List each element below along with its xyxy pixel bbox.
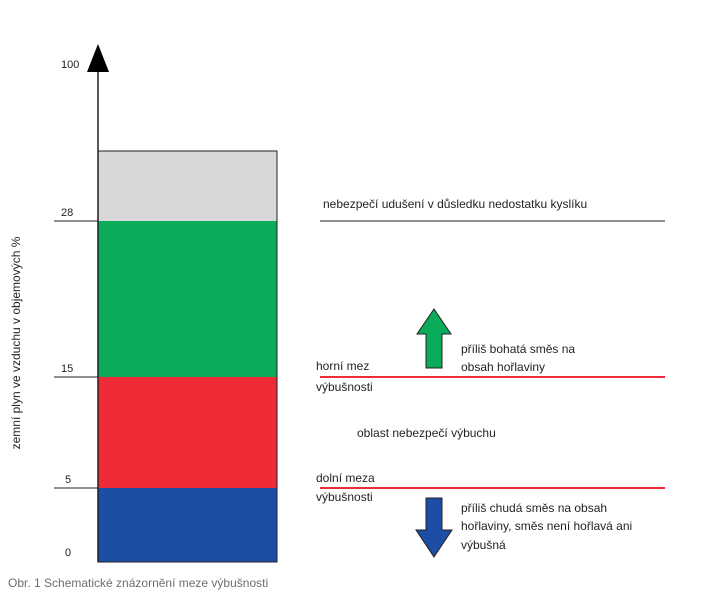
- zone-red: [98, 377, 277, 488]
- y-axis-arrow-icon: [87, 44, 109, 72]
- too-lean-text-3: výbušná: [461, 538, 506, 552]
- too-lean-text-1: příliš chudá směs na obsah: [461, 501, 607, 515]
- zone-blue: [98, 488, 277, 562]
- lower-limit-text-1: dolní meza: [316, 471, 375, 485]
- zone-green: [98, 221, 277, 377]
- arrow-up-icon: [416, 308, 452, 369]
- tick-label-15: 15: [61, 363, 73, 375]
- tick-label-0: 0: [65, 547, 71, 559]
- zone-gray: [98, 151, 277, 221]
- too-lean-text-2: hořlaviny, směs není hořlavá ani: [461, 519, 632, 533]
- suffocation-text: nebezpečí udušení v důsledku nedostatku …: [323, 197, 587, 211]
- tick-label-5: 5: [65, 474, 71, 486]
- upper-limit-text-1: horní mez: [316, 359, 369, 373]
- arrow-down-icon: [415, 497, 453, 558]
- tick-label-100: 100: [61, 59, 79, 71]
- explosion-zone-text: oblast nebezpečí výbuchu: [357, 426, 496, 440]
- upper-limit-text-2: výbušnosti: [316, 380, 373, 394]
- figure-caption: Obr. 1 Schematické znázornění meze výbuš…: [8, 576, 268, 590]
- too-rich-text-2: obsah hořlaviny: [461, 360, 545, 374]
- too-rich-text-1: příliš bohatá směs na: [461, 342, 575, 356]
- lower-limit-text-2: výbušnosti: [316, 490, 373, 504]
- tick-label-28: 28: [61, 207, 73, 219]
- y-axis-label: zemní plyn ve vzduchu v objemových %: [9, 236, 23, 449]
